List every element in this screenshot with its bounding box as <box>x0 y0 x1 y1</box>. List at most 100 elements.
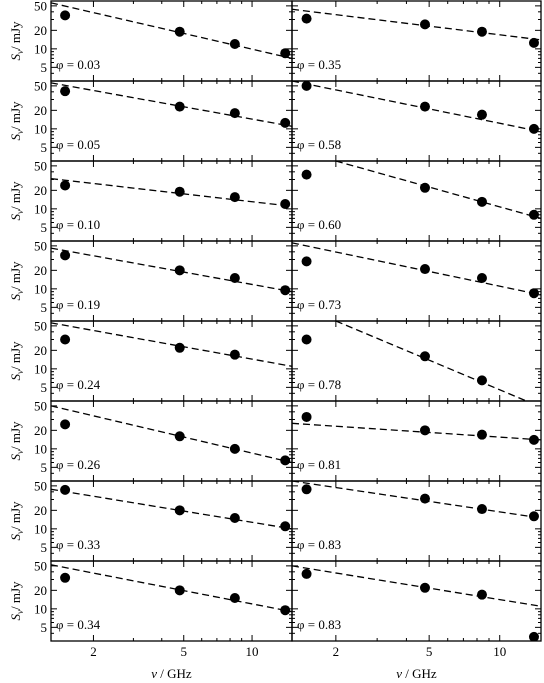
data-point <box>60 86 71 97</box>
y-tick-label: 10 <box>34 601 47 616</box>
y-tick-label: 10 <box>34 201 47 216</box>
y-tick-label: 10 <box>34 281 47 296</box>
data-point <box>476 273 487 284</box>
panel: φ = 0.83 <box>291 480 542 562</box>
data-point <box>476 589 487 600</box>
data-point <box>528 209 539 220</box>
phase-label: φ = 0.34 <box>56 617 101 632</box>
data-point <box>476 26 487 37</box>
data-point <box>174 431 185 442</box>
data-point <box>229 513 240 524</box>
phase-label: φ = 0.60 <box>297 217 341 232</box>
y-tick-label: 10 <box>34 41 47 56</box>
phase-label: φ = 0.83 <box>297 537 341 552</box>
y-tick-label: 5 <box>41 460 48 475</box>
data-point <box>476 109 487 120</box>
y-tick-label: 20 <box>34 23 47 38</box>
data-point <box>280 455 291 466</box>
panel: 5 10 20 50 Sν/ mJy φ = 0.10 <box>8 158 293 242</box>
y-tick-label: 5 <box>41 220 48 235</box>
y-axis-label: Sν/ mJy <box>8 181 25 221</box>
y-tick-label: 50 <box>34 398 47 413</box>
y-axis-label: Sν/ mJy <box>8 341 25 381</box>
data-point <box>419 19 430 30</box>
y-tick-label: 5 <box>41 540 48 555</box>
data-point <box>419 425 430 436</box>
fit-line <box>51 177 292 207</box>
y-axis-label: Sν/ mJy <box>8 581 25 621</box>
phase-label: φ = 0.33 <box>56 537 100 552</box>
phase-label: φ = 0.03 <box>56 57 100 72</box>
data-point <box>476 504 487 515</box>
data-point <box>528 123 539 134</box>
y-tick-label: 50 <box>34 478 47 493</box>
data-point <box>528 434 539 445</box>
fit-line <box>51 405 292 464</box>
fit-line <box>292 422 541 441</box>
data-point <box>301 81 312 91</box>
data-point <box>174 505 185 516</box>
fit-line <box>51 82 292 127</box>
data-point <box>229 349 240 360</box>
phase-label: φ = 0.10 <box>56 217 100 232</box>
fit-line <box>292 565 541 607</box>
data-point <box>174 101 185 112</box>
phase-label: φ = 0.26 <box>56 457 101 472</box>
fit-line <box>51 247 292 293</box>
phase-label: φ = 0.58 <box>297 137 341 152</box>
panel: 5 10 20 50 Sν/ mJy φ = 0.03 <box>8 0 293 82</box>
data-point <box>280 285 291 296</box>
x-axis-label: ν / GHz <box>151 666 192 681</box>
y-tick-label: 50 <box>34 0 47 13</box>
panel: 5 10 20 50 Sν/ mJy φ = 0.26 <box>8 398 293 482</box>
phase-label: φ = 0.83 <box>297 617 341 632</box>
fit-line <box>292 481 541 519</box>
phase-label: φ = 0.35 <box>297 57 341 72</box>
y-tick-label: 10 <box>34 441 47 456</box>
y-axis-label: Sν/ mJy <box>8 101 25 141</box>
data-point <box>528 511 539 522</box>
y-axis-label: Sν/ mJy <box>8 261 25 301</box>
y-tick-label: 20 <box>34 103 47 118</box>
y-tick-label: 50 <box>34 238 47 253</box>
panel: φ = 0.58 <box>291 80 542 162</box>
data-point <box>174 186 185 197</box>
data-point <box>60 484 71 495</box>
data-point <box>301 411 312 422</box>
phase-label: φ = 0.19 <box>56 297 100 312</box>
data-point <box>476 375 487 386</box>
y-tick-label: 10 <box>34 521 47 536</box>
data-point <box>301 568 312 579</box>
data-point <box>301 13 312 24</box>
data-point <box>229 38 240 49</box>
data-point <box>60 419 71 430</box>
y-axis-label: Sν/ mJy <box>8 21 25 61</box>
data-point <box>301 484 312 495</box>
y-tick-label: 20 <box>34 343 47 358</box>
data-point <box>60 572 71 583</box>
phase-label: φ = 0.81 <box>297 457 341 472</box>
data-point <box>419 182 430 193</box>
panel: 5 10 20 50 Sν/ mJy φ = 0.19 <box>8 238 293 322</box>
y-tick-label: 50 <box>34 558 47 573</box>
phase-label: φ = 0.73 <box>297 297 341 312</box>
data-point <box>301 256 312 267</box>
phase-label: φ = 0.24 <box>56 377 101 392</box>
data-point <box>229 273 240 284</box>
y-tick-label: 5 <box>41 140 48 155</box>
data-point <box>174 342 185 353</box>
panel: 5 10 20 50 Sν/ mJy φ = 0.34 <box>8 558 293 642</box>
data-point <box>419 101 430 112</box>
data-point <box>174 265 185 276</box>
panel: 5 10 20 50 Sν/ mJy φ = 0.05 <box>8 78 293 162</box>
fit-line <box>335 161 541 219</box>
data-point <box>476 196 487 207</box>
y-tick-label: 50 <box>34 78 47 93</box>
data-point <box>229 192 240 203</box>
phase-label: φ = 0.78 <box>297 377 341 392</box>
data-point <box>280 521 291 532</box>
y-tick-label: 10 <box>34 361 47 376</box>
panel: φ = 0.81 <box>291 400 542 482</box>
x-tick-label: 10 <box>493 644 506 659</box>
